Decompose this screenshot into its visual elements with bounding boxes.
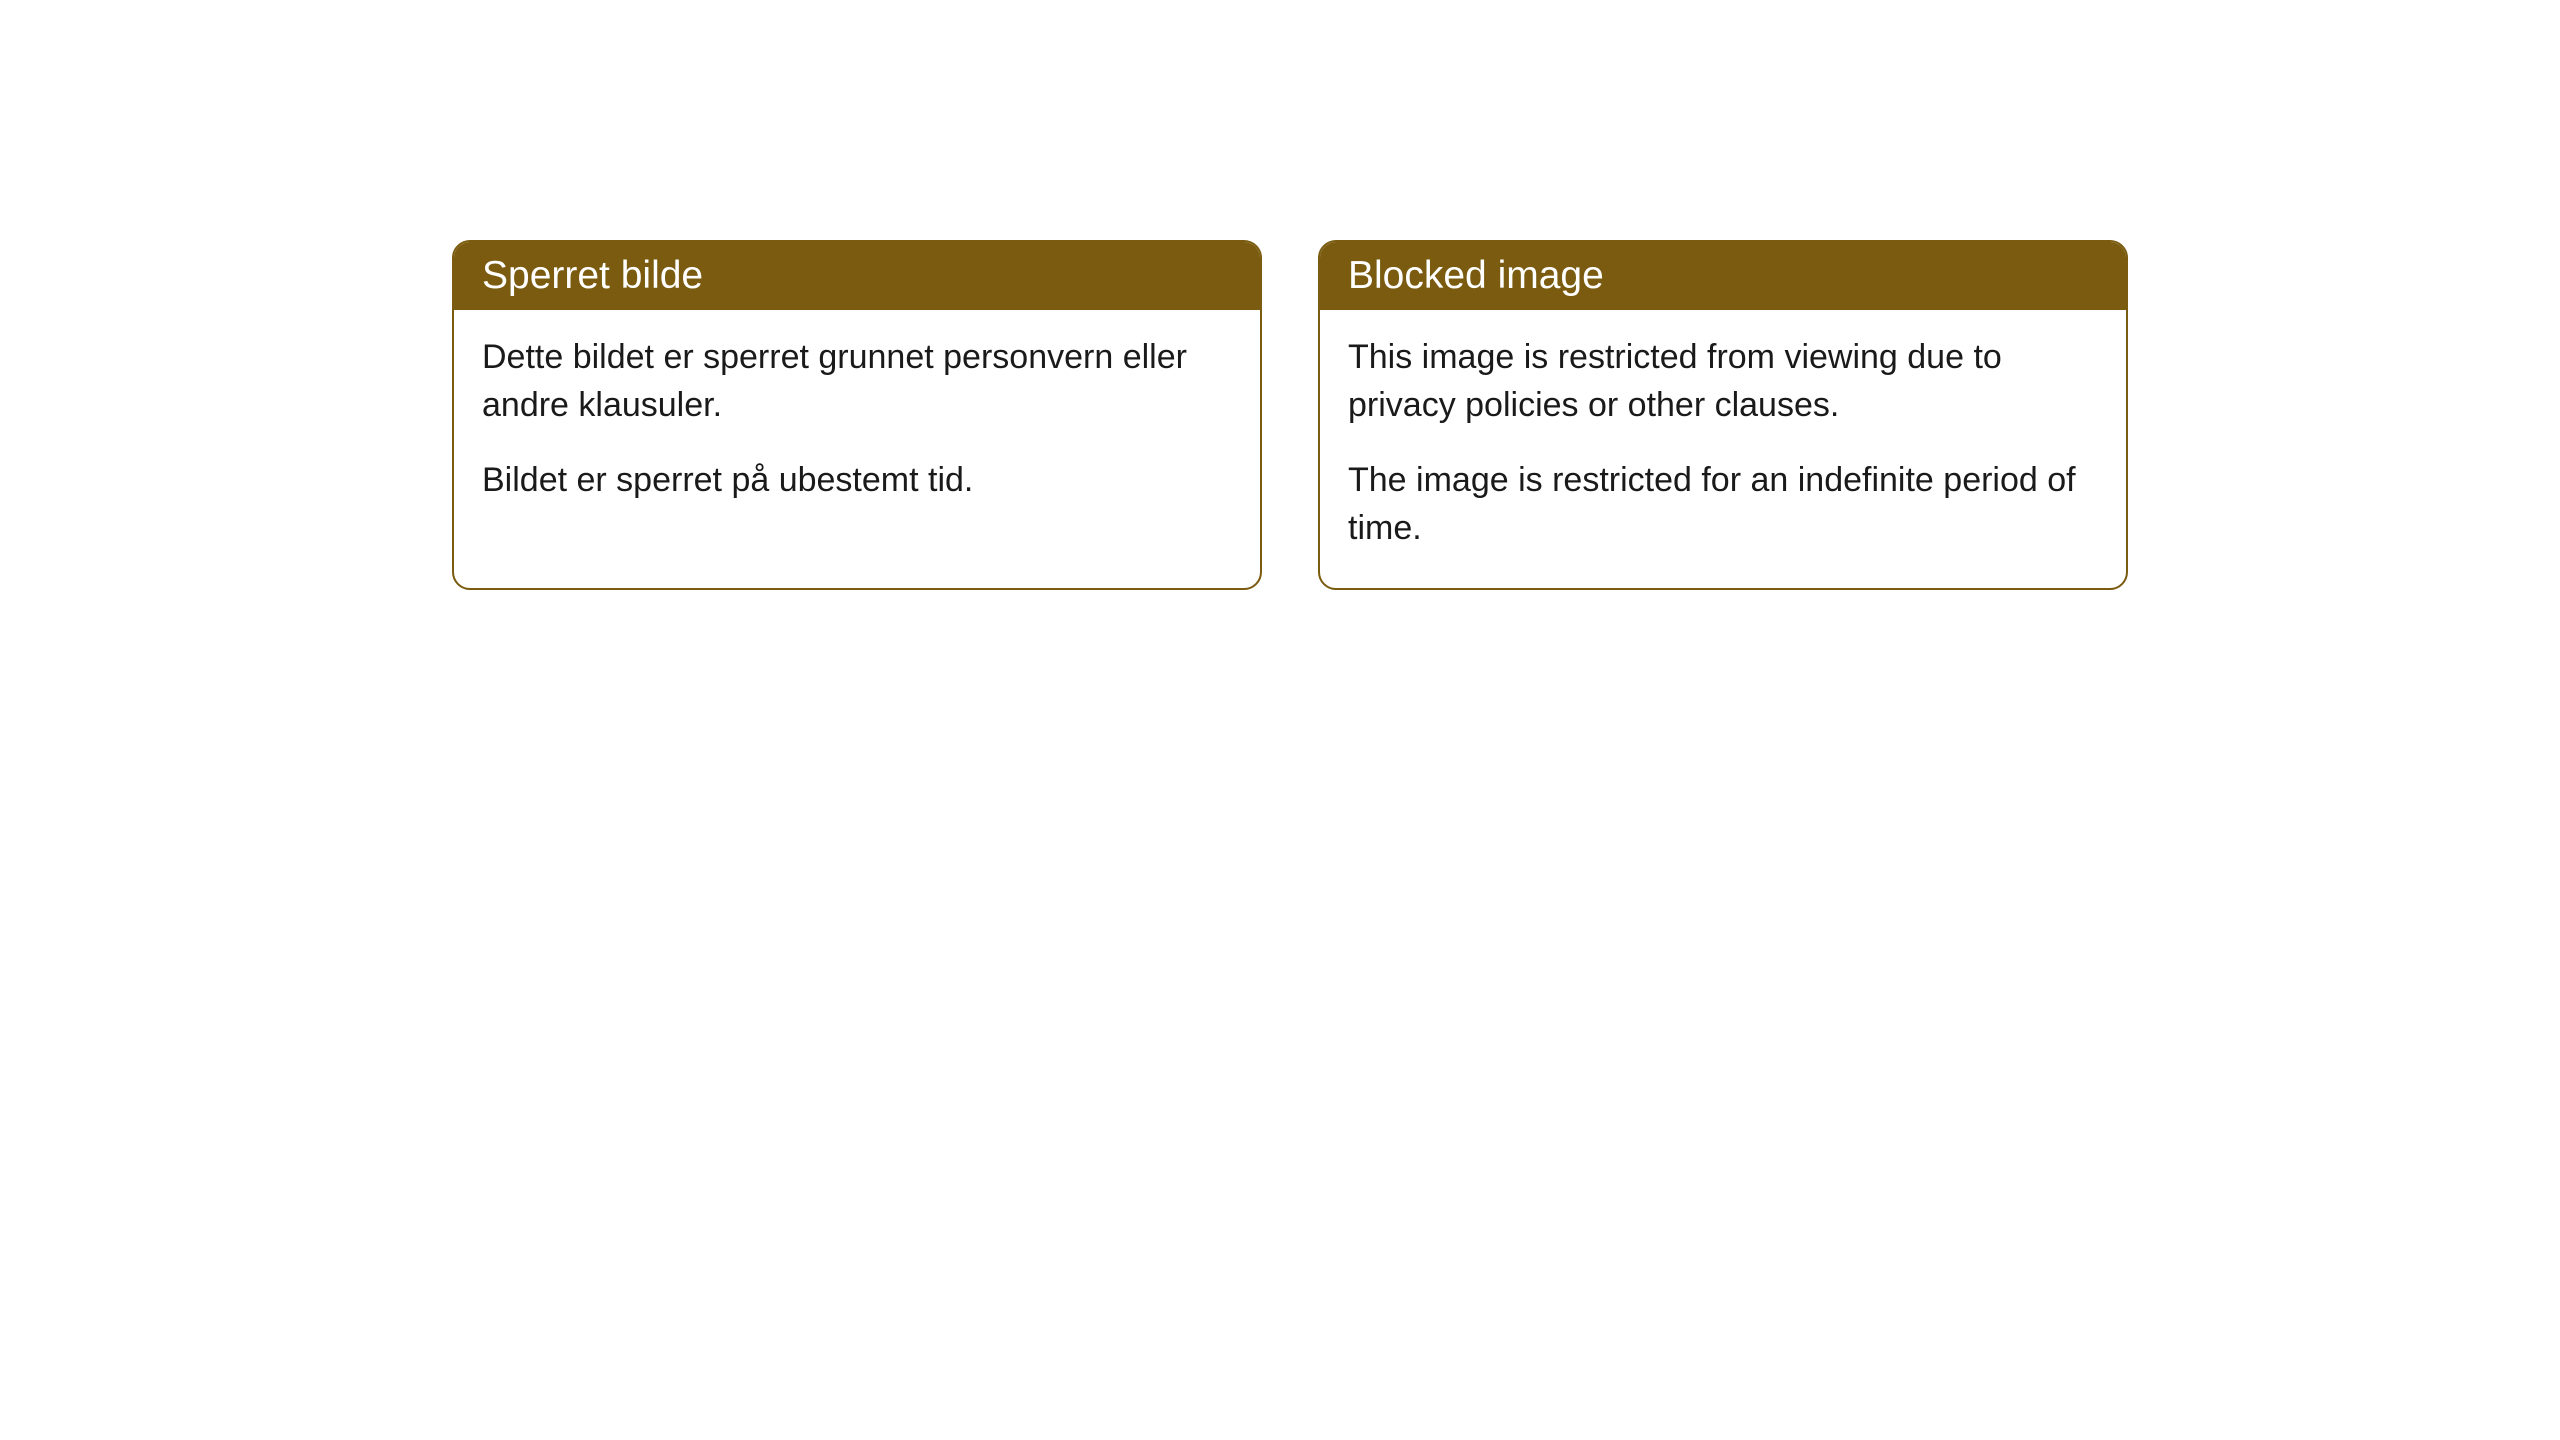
notice-card-english: Blocked image This image is restricted f… bbox=[1318, 240, 2128, 590]
card-body-english: This image is restricted from viewing du… bbox=[1320, 310, 2126, 588]
card-paragraph: Bildet er sperret på ubestemt tid. bbox=[482, 457, 1232, 505]
card-header-norwegian: Sperret bilde bbox=[454, 242, 1260, 310]
card-title: Blocked image bbox=[1348, 254, 1604, 297]
notice-cards-container: Sperret bilde Dette bildet er sperret gr… bbox=[452, 240, 2128, 590]
notice-card-norwegian: Sperret bilde Dette bildet er sperret gr… bbox=[452, 240, 1262, 590]
card-title: Sperret bilde bbox=[482, 254, 703, 297]
card-paragraph: The image is restricted for an indefinit… bbox=[1348, 457, 2098, 552]
card-paragraph: Dette bildet er sperret grunnet personve… bbox=[482, 334, 1232, 429]
card-paragraph: This image is restricted from viewing du… bbox=[1348, 334, 2098, 429]
card-header-english: Blocked image bbox=[1320, 242, 2126, 310]
card-body-norwegian: Dette bildet er sperret grunnet personve… bbox=[454, 310, 1260, 541]
